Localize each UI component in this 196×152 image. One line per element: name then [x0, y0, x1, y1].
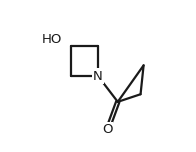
Text: HO: HO	[42, 33, 63, 46]
Text: O: O	[102, 123, 112, 136]
Text: N: N	[93, 69, 103, 83]
